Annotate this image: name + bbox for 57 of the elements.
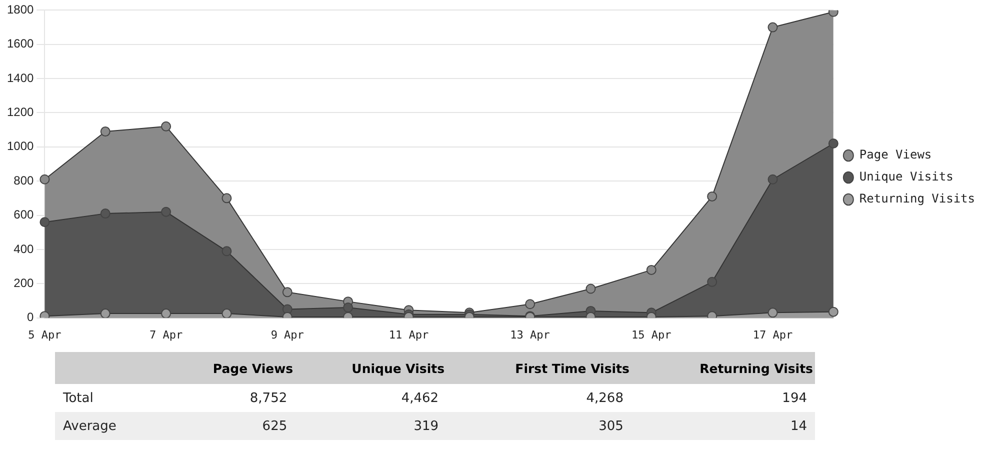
legend-label: Page Views <box>859 148 932 162</box>
point <box>768 174 778 184</box>
point <box>222 193 232 204</box>
y-tick-label: 1600 <box>6 36 34 51</box>
legend-label: Returning Visits <box>859 192 975 206</box>
y-tick-label: 400 <box>14 242 34 256</box>
point <box>343 302 354 313</box>
category-label: Total <box>63 390 94 406</box>
point <box>768 22 778 32</box>
x-tick-label: 11 Apr <box>388 328 429 342</box>
point <box>707 276 718 287</box>
y-tick-label: 600 <box>14 208 34 222</box>
text: 14 <box>790 418 807 434</box>
text: 625 <box>262 418 288 434</box>
point <box>707 191 718 202</box>
y-tick-label: 200 <box>14 276 34 290</box>
point <box>40 217 50 228</box>
legend-label: Unique Visits <box>859 170 954 184</box>
point <box>100 208 110 219</box>
y-tick-label: 1200 <box>6 105 34 120</box>
x-tick-label: 9 Apr <box>270 328 304 342</box>
x-tick-label: 7 Apr <box>149 328 183 342</box>
category-label: First Time Visits <box>446 352 632 384</box>
text: 305 <box>598 418 624 434</box>
x-tick-label: 13 Apr <box>510 328 550 342</box>
category-label: Returning Visits <box>631 352 815 384</box>
point <box>586 284 596 294</box>
point <box>40 174 50 184</box>
y-tick-label: 0 <box>27 310 34 324</box>
text: 194 <box>782 390 807 406</box>
text: 319 <box>414 418 439 434</box>
point <box>768 308 778 318</box>
y-tick-label: 1800 <box>6 2 34 17</box>
point <box>646 264 656 275</box>
x-tick-label: 17 Apr <box>752 328 793 342</box>
point <box>828 138 838 148</box>
text: 4,462 <box>401 390 439 406</box>
point <box>282 287 292 298</box>
text: 4,268 <box>586 390 624 406</box>
category-label: Page Views <box>163 352 296 384</box>
point <box>100 126 110 137</box>
point <box>222 308 232 318</box>
point <box>828 306 838 317</box>
point <box>161 206 172 217</box>
y-tick-label: 1000 <box>6 139 34 154</box>
text: 8,752 <box>250 390 288 406</box>
x-tick-label: 15 Apr <box>632 328 672 342</box>
point <box>161 121 172 132</box>
point <box>100 308 110 318</box>
category-label: Unique Visits <box>295 352 447 384</box>
category-label: Average <box>63 418 116 434</box>
point <box>161 308 172 318</box>
y-tick-label: 800 <box>14 173 34 188</box>
y-tick-label: 1400 <box>6 70 34 85</box>
x-tick-label: 5 Apr <box>28 328 62 342</box>
point <box>222 246 232 256</box>
point <box>525 299 536 310</box>
